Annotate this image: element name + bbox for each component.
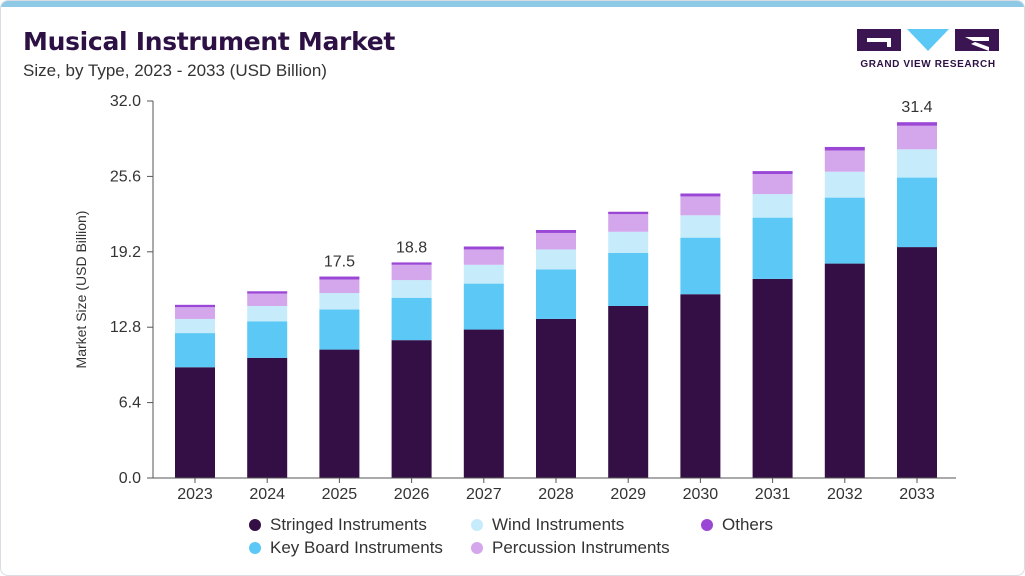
bar-segment [608, 252, 649, 306]
y-tick-label: 32.0 [110, 93, 141, 110]
bar-segment [824, 150, 865, 172]
logo-text: GRAND VIEW RESEARCH [860, 59, 996, 70]
x-tick-label: 2033 [899, 486, 935, 503]
bar-segment [247, 293, 288, 306]
legend-label: Stringed Instruments [270, 515, 427, 534]
bar-segment [608, 214, 649, 232]
chart-subtitle: Size, by Type, 2023 - 2033 (USD Billion) [23, 61, 327, 80]
y-tick-label: 0.0 [119, 470, 141, 487]
bar-segment [247, 305, 288, 322]
y-tick-label: 19.2 [110, 244, 141, 261]
x-tick-label: 2024 [249, 486, 285, 503]
bar-segment [391, 340, 432, 478]
bar-segment [897, 125, 937, 150]
bar-segment [897, 247, 937, 478]
bar-segment [608, 231, 649, 253]
bar-segment [391, 262, 432, 265]
legend-item-others: Others [701, 515, 773, 535]
grand-view-research-logo [857, 29, 999, 51]
bar-segment [752, 194, 793, 218]
bar-segment [319, 349, 360, 478]
y-axis-label: Market Size (USD Billion) [73, 211, 89, 369]
bar-segment [824, 263, 865, 478]
y-tick-label: 12.8 [110, 319, 141, 336]
bar-segment [319, 309, 360, 350]
legend-swatch [249, 519, 261, 531]
bar-segment [752, 217, 793, 279]
bar-segment [536, 230, 576, 233]
bar-segment [680, 215, 721, 238]
data-label: 17.5 [324, 254, 355, 271]
x-tick-label: 2027 [466, 486, 502, 503]
bar-segment [391, 264, 432, 281]
legend-label: Percussion Instruments [492, 538, 670, 557]
chart-title: Musical Instrument Market [23, 27, 396, 56]
bar-segment [391, 280, 432, 298]
legend-swatch [471, 519, 483, 531]
bar-segment [680, 294, 721, 478]
legend-swatch [249, 542, 261, 554]
bar-segment [680, 196, 721, 216]
bar-segment [247, 357, 288, 478]
bar-segment [175, 307, 215, 319]
bar-segment [175, 367, 215, 478]
bar-segment [536, 318, 576, 478]
bar-segment [247, 291, 288, 294]
x-tick-label: 2023 [177, 486, 213, 503]
bar-segment [463, 246, 504, 250]
y-tick-label: 25.6 [110, 168, 141, 185]
bar-segment [680, 193, 721, 197]
legend-label: Others [722, 515, 774, 534]
legend: Stringed Instruments Wind Instruments Ot… [249, 515, 809, 561]
bar-segment [175, 304, 215, 308]
legend-label: Wind Instruments [492, 515, 625, 534]
x-tick-label: 2032 [827, 486, 863, 503]
x-tick-label: 2031 [755, 486, 791, 503]
accent-bar [1, 1, 1024, 7]
bar-segment [824, 197, 865, 264]
bar-segment [897, 149, 937, 178]
bar-segment [824, 146, 865, 151]
legend-item-percussion: Percussion Instruments [471, 538, 670, 558]
bar-segment [608, 305, 649, 478]
legend-swatch [701, 519, 713, 531]
bar-segment [463, 249, 504, 265]
bar-segment [897, 177, 937, 248]
bar-segment [175, 318, 215, 334]
bar-segment [536, 249, 576, 270]
bar-segment [536, 269, 576, 319]
bar-segment [319, 279, 360, 294]
bar-segment [752, 174, 793, 195]
legend-item-keyboard: Key Board Instruments [249, 538, 443, 558]
x-tick-label: 2028 [538, 486, 574, 503]
bar-segment [752, 171, 793, 175]
y-tick-label: 6.4 [119, 395, 141, 412]
legend-item-wind: Wind Instruments [471, 515, 624, 535]
bar-segment [752, 278, 793, 478]
bar-segment [319, 293, 360, 310]
legend-item-stringed: Stringed Instruments [249, 515, 427, 535]
legend-swatch [471, 542, 483, 554]
bar-segment [391, 297, 432, 341]
x-tick-label: 2025 [322, 486, 358, 503]
legend-label: Key Board Instruments [270, 538, 443, 557]
data-label: 31.4 [901, 99, 932, 116]
x-tick-label: 2029 [610, 486, 646, 503]
bar-segment [536, 232, 576, 250]
bar-segment [897, 122, 937, 126]
bar-segment [608, 211, 649, 215]
bar-segment [824, 171, 865, 198]
x-tick-label: 2026 [394, 486, 430, 503]
data-label: 18.8 [396, 239, 427, 256]
bar-segment [680, 237, 721, 295]
bar-segment [175, 333, 215, 368]
x-tick-label: 2030 [683, 486, 719, 503]
bar-segment [463, 329, 504, 478]
bar-segment [463, 264, 504, 284]
bar-segment [247, 321, 288, 358]
bar-segment [463, 283, 504, 330]
bar-segment [319, 276, 360, 280]
